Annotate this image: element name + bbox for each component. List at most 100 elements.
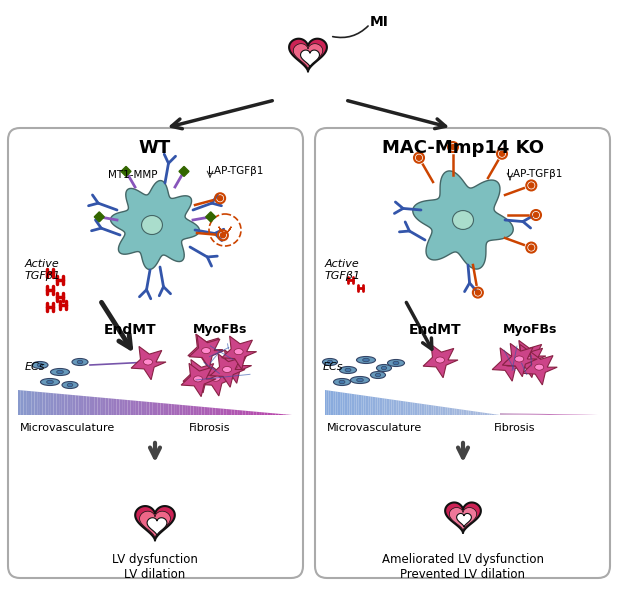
Polygon shape [513, 413, 514, 415]
Ellipse shape [452, 210, 473, 229]
Polygon shape [81, 396, 84, 415]
Polygon shape [404, 401, 405, 415]
Circle shape [220, 233, 225, 238]
Polygon shape [388, 399, 390, 415]
Polygon shape [439, 406, 441, 415]
Ellipse shape [339, 380, 345, 384]
Polygon shape [466, 410, 468, 415]
Polygon shape [555, 414, 556, 415]
Polygon shape [204, 407, 207, 415]
Polygon shape [346, 393, 348, 415]
Polygon shape [463, 410, 465, 415]
Polygon shape [543, 414, 544, 415]
Polygon shape [558, 414, 559, 415]
Polygon shape [196, 406, 199, 415]
Polygon shape [336, 391, 337, 415]
Polygon shape [376, 397, 378, 415]
Polygon shape [141, 401, 144, 415]
Ellipse shape [323, 359, 337, 365]
Polygon shape [51, 393, 54, 415]
Polygon shape [519, 413, 520, 415]
Polygon shape [94, 212, 104, 222]
Polygon shape [300, 50, 320, 67]
Polygon shape [117, 399, 119, 415]
Ellipse shape [345, 368, 351, 372]
Polygon shape [542, 414, 543, 415]
Polygon shape [40, 392, 43, 415]
Polygon shape [430, 405, 432, 415]
Polygon shape [199, 407, 202, 415]
Polygon shape [131, 346, 166, 380]
Ellipse shape [57, 370, 64, 374]
Polygon shape [265, 413, 267, 415]
Text: ECs: ECs [323, 362, 344, 372]
Polygon shape [270, 413, 273, 415]
Polygon shape [476, 411, 478, 415]
Polygon shape [334, 391, 336, 415]
Polygon shape [455, 408, 456, 415]
Polygon shape [111, 398, 114, 415]
Ellipse shape [32, 362, 48, 369]
Polygon shape [251, 411, 254, 415]
Polygon shape [400, 401, 402, 415]
Circle shape [475, 290, 481, 295]
Polygon shape [355, 394, 357, 415]
Polygon shape [152, 402, 155, 415]
Polygon shape [97, 397, 100, 415]
Polygon shape [489, 414, 491, 415]
Polygon shape [139, 511, 170, 538]
Polygon shape [561, 414, 563, 415]
Polygon shape [491, 414, 493, 415]
Polygon shape [119, 400, 122, 415]
Polygon shape [456, 409, 458, 415]
Polygon shape [278, 414, 281, 415]
Polygon shape [508, 413, 509, 415]
Text: Microvasculature: Microvasculature [20, 423, 115, 433]
Polygon shape [223, 409, 226, 415]
Polygon shape [511, 413, 513, 415]
Polygon shape [534, 414, 536, 415]
Polygon shape [465, 410, 466, 415]
Text: MAC-Mmp14 KO: MAC-Mmp14 KO [382, 139, 544, 157]
Ellipse shape [202, 348, 210, 353]
Text: LV dysfunction
LV dilation: LV dysfunction LV dilation [112, 553, 198, 581]
Polygon shape [84, 396, 86, 415]
Polygon shape [372, 397, 374, 415]
Polygon shape [381, 398, 383, 415]
Polygon shape [358, 395, 360, 415]
Polygon shape [423, 345, 458, 378]
Polygon shape [226, 409, 229, 415]
Ellipse shape [505, 361, 513, 366]
Polygon shape [411, 402, 413, 415]
Ellipse shape [515, 356, 524, 362]
Polygon shape [435, 406, 437, 415]
Polygon shape [128, 400, 130, 415]
Polygon shape [122, 400, 125, 415]
Polygon shape [185, 405, 188, 415]
Polygon shape [379, 398, 381, 415]
Text: WT: WT [139, 139, 171, 157]
Polygon shape [181, 363, 216, 397]
Ellipse shape [524, 357, 533, 363]
Polygon shape [560, 414, 561, 415]
Polygon shape [457, 514, 471, 527]
Polygon shape [441, 407, 442, 415]
Polygon shape [392, 400, 393, 415]
Polygon shape [136, 401, 139, 415]
Polygon shape [399, 401, 400, 415]
Polygon shape [552, 414, 553, 415]
Polygon shape [114, 399, 117, 415]
Polygon shape [189, 335, 224, 368]
Polygon shape [125, 400, 128, 415]
Polygon shape [390, 400, 392, 415]
Polygon shape [395, 400, 397, 415]
Polygon shape [565, 414, 566, 415]
Polygon shape [158, 402, 160, 415]
Polygon shape [386, 399, 388, 415]
Polygon shape [424, 404, 426, 415]
Polygon shape [547, 414, 548, 415]
Polygon shape [548, 414, 549, 415]
Polygon shape [207, 407, 210, 415]
Polygon shape [212, 408, 215, 415]
Polygon shape [174, 404, 177, 415]
